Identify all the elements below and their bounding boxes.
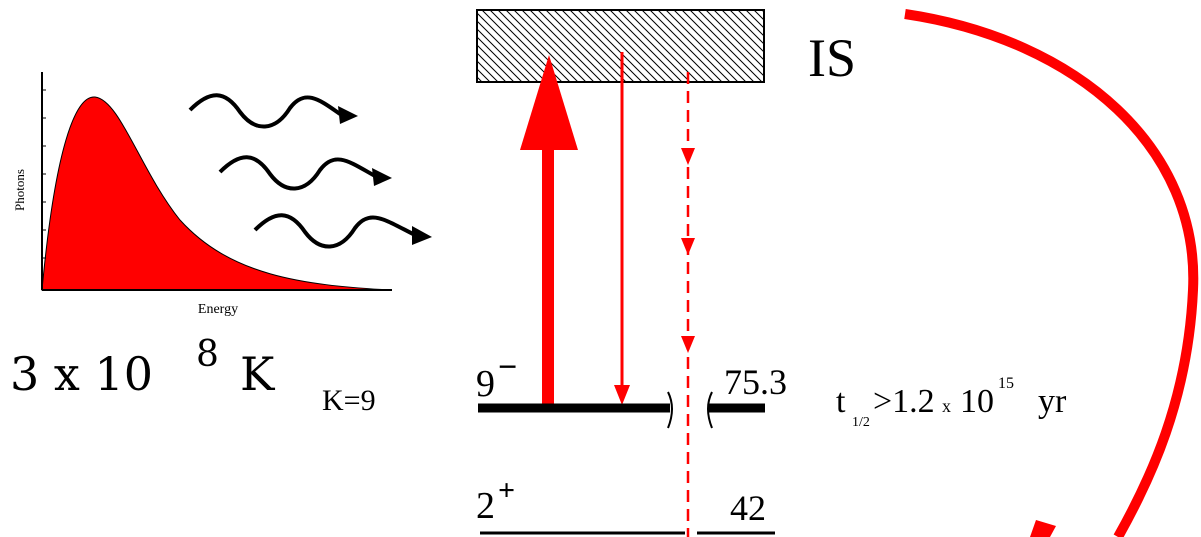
level-spin: 9 [476, 363, 495, 405]
half-life-unit: yr [1038, 383, 1067, 420]
level-spin: 2 [476, 485, 495, 527]
temperature-mantissa: 3 x 10 [10, 347, 153, 401]
half-life-relation: >1.2 [873, 383, 935, 420]
k-label: K=9 [322, 384, 376, 417]
level-energy: 75.3 [724, 362, 787, 402]
temperature-exponent: 8 [196, 334, 219, 375]
half-life-subscript: 1/2 [852, 415, 870, 430]
half-life-base: 10 [960, 383, 994, 420]
diagram: Photons Energy 3 x 10 8 K K=9 IS 9 − 75.… [0, 0, 1201, 537]
decay-head [614, 385, 630, 405]
level-parity: − [498, 349, 517, 386]
is-label: IS [808, 28, 856, 88]
break-marks [668, 392, 712, 428]
half-life-exponent: 15 [998, 375, 1014, 392]
temperature-unit: K [240, 347, 276, 401]
level-parity: + [498, 474, 515, 507]
photon-arrowheads [338, 106, 432, 245]
arc-fragment [1030, 520, 1056, 537]
half-life-symbol: t [836, 383, 846, 420]
spectrum-curve [42, 97, 390, 290]
half-life-times: x [942, 396, 951, 416]
x-label: Energy [198, 302, 238, 317]
arc [905, 14, 1193, 537]
photon-waves [190, 95, 415, 246]
excitation-shaft [542, 140, 554, 408]
level-energy: 42 [730, 488, 766, 528]
y-label: Photons [12, 169, 27, 211]
